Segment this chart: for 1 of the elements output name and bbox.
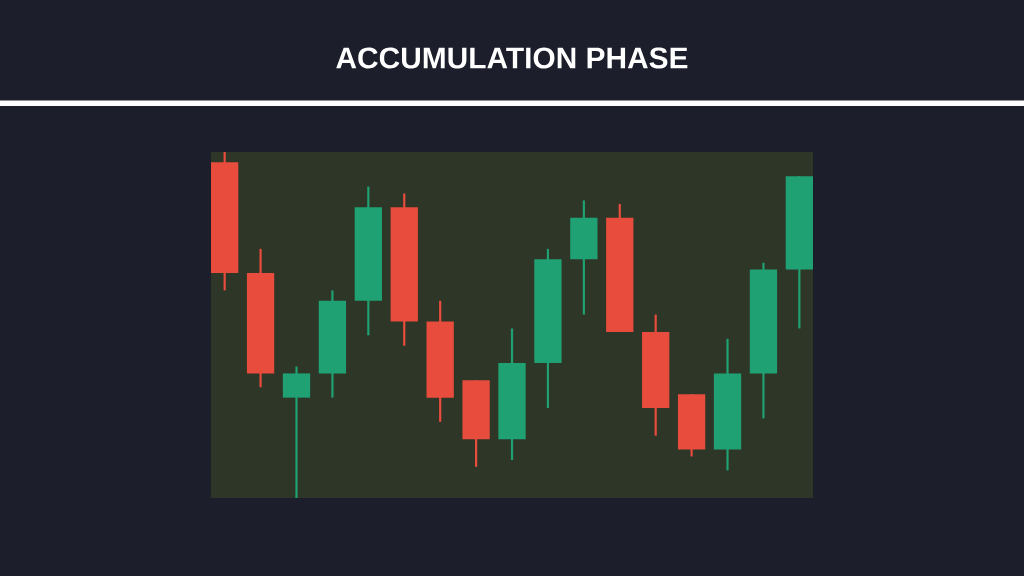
chart-title: ACCUMULATION PHASE <box>336 47 688 69</box>
